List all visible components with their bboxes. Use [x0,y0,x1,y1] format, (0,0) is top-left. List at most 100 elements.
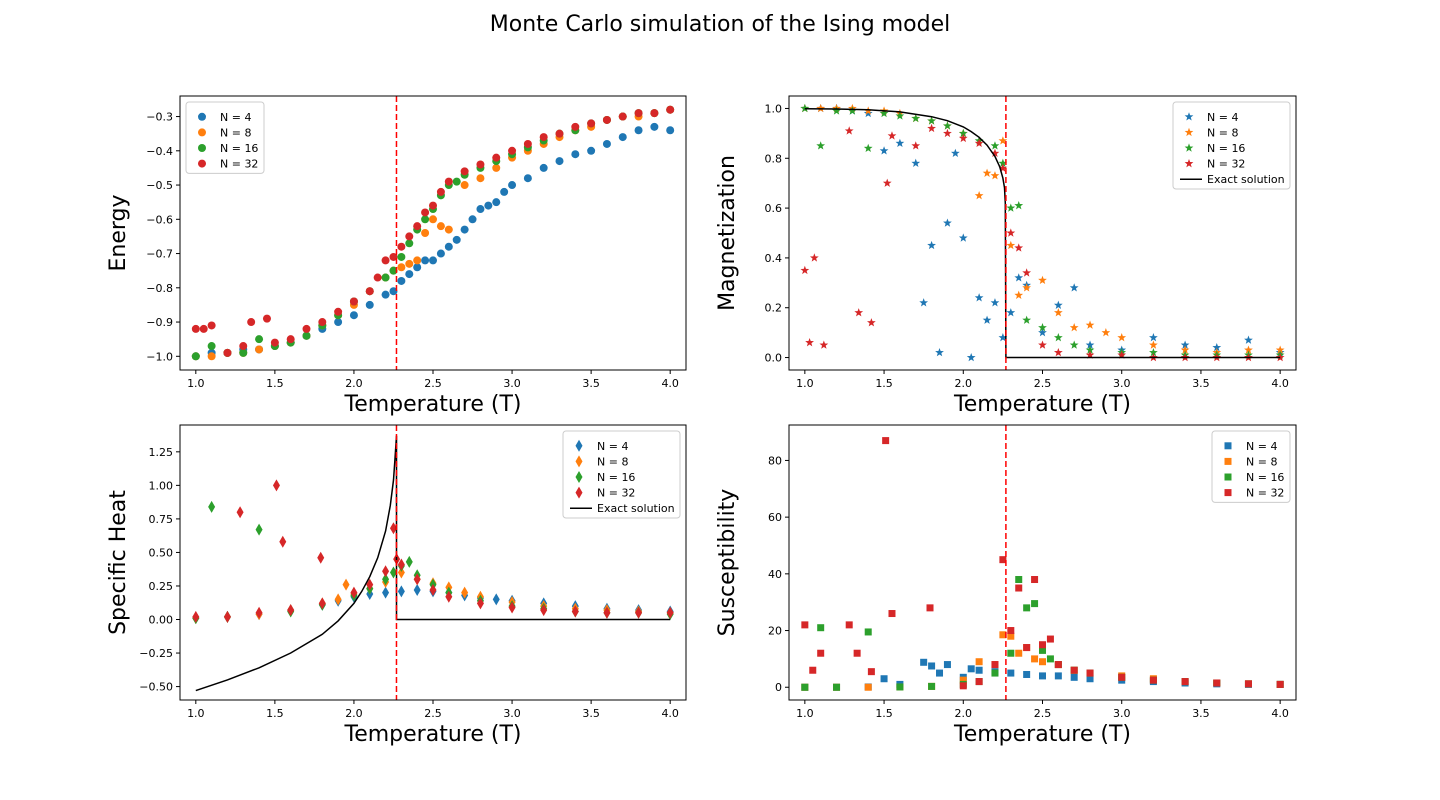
x-tick-label: 1.5 [266,707,284,720]
susceptibility-subplot: 1.0 1.5 2.0 2.5 3.0 3.5 4.0 0 20 40 60 80 Temperatur… [715,424,1297,747]
data-point [943,661,951,669]
data-point [476,160,485,169]
y-tick-label: 0.75 [149,513,174,526]
data-point [484,201,493,210]
data-point [635,606,643,619]
legend: N = 4 N = 8 N = 16 N = 32 Exact solution [1172,101,1291,190]
data-point [405,259,414,268]
data-point [429,201,437,210]
data-point [1007,627,1015,635]
y-tick-label: 1.00 [149,479,174,492]
legend-label: N = 16 [1246,471,1284,484]
data-point [571,122,580,131]
data-point [999,556,1007,564]
energy-subplot: 1.0 1.5 2.0 2.5 3.0 3.5 4.0 −1.0 −0.9 −0.8 −0.7 −0.… [106,95,687,417]
data-point [436,249,445,258]
y-tick-label: 0 [775,681,782,694]
y-tick-label: 80 [768,454,782,467]
data-point [444,177,453,186]
data-point [1022,283,1032,292]
data-point [421,256,430,265]
data-point [1031,576,1039,584]
data-point [381,256,390,265]
legend-marker [575,486,583,499]
data-point [958,128,968,138]
data-point [1022,315,1032,324]
y-tick-label: −0.6 [146,213,173,226]
data-point [397,276,406,285]
x-tick-label: 2.5 [1034,377,1052,390]
data-point [1149,340,1158,349]
legend: N = 4 N = 8 N = 16 N = 32 Exact solution [562,430,681,519]
data-point [1031,600,1039,608]
data-point [928,682,936,690]
y-tick-label: −0.50 [139,681,173,694]
data-point [848,106,857,115]
data-point [236,506,244,519]
data-point [389,287,398,296]
data-point [864,683,872,691]
data-point [318,597,326,610]
data-point [991,669,999,677]
data-point [817,624,825,632]
legend-label: N = 32 [1246,487,1284,500]
data-point [974,191,984,200]
y-axis-label: Specific Heat [106,490,131,635]
data-point [317,551,325,564]
x-tick-label: 2.0 [955,377,973,390]
specific-heat-subplot: 1.0 1.5 2.0 2.5 3.0 3.5 4.0 −0.50 −0.25 0.00 0.25 0… [106,424,687,747]
y-tick-label: 0.50 [149,546,174,559]
legend-marker [198,112,206,121]
x-tick-label: 1.0 [796,377,814,390]
data-point [1053,333,1063,342]
y-axis-label: Susceptibility [715,489,740,637]
data-point [927,116,936,125]
data-point [634,109,643,118]
data-point [421,208,430,217]
data-point [476,174,485,183]
data-point [199,324,208,333]
data-point [990,171,1000,180]
data-point [809,253,819,262]
data-point [397,263,406,272]
data-point [1031,655,1039,663]
data-point [255,335,264,344]
data-point [882,437,890,445]
data-point [1006,308,1016,317]
x-axis-label: Temperature (T) [953,392,1131,417]
y-tick-label: −1.0 [146,350,173,363]
data-point [492,198,501,207]
data-point [1069,323,1079,332]
data-point [334,318,343,327]
data-point [958,233,968,242]
data-point [844,126,854,135]
axes-frame [179,95,687,371]
data-point [381,273,390,282]
figure-title: Monte Carlo simulation of the Ising mode… [489,12,951,37]
data-point [587,146,596,155]
data-point [1117,333,1127,342]
data-point [920,658,928,666]
data-point [867,318,876,327]
data-point [492,153,501,162]
data-point [1180,345,1190,354]
data-point [1006,228,1016,237]
data-point [382,565,390,578]
y-tick-label: 1.25 [149,446,174,459]
legend-marker [198,159,206,168]
x-tick-label: 4.0 [661,377,679,390]
data-point [397,566,405,579]
data-point [1086,669,1094,677]
legend-marker [1224,473,1232,481]
data-point [975,666,983,674]
y-tick-label: −0.25 [139,647,173,660]
x-tick-label: 2.5 [1034,707,1052,720]
legend-label: N = 8 [597,455,628,468]
data-point [991,661,999,669]
data-point [508,146,517,155]
x-axis-label: Temperature (T) [344,392,522,417]
data-point [571,605,579,618]
data-point [974,293,984,302]
data-point [1149,347,1158,357]
data-point [1022,268,1032,277]
